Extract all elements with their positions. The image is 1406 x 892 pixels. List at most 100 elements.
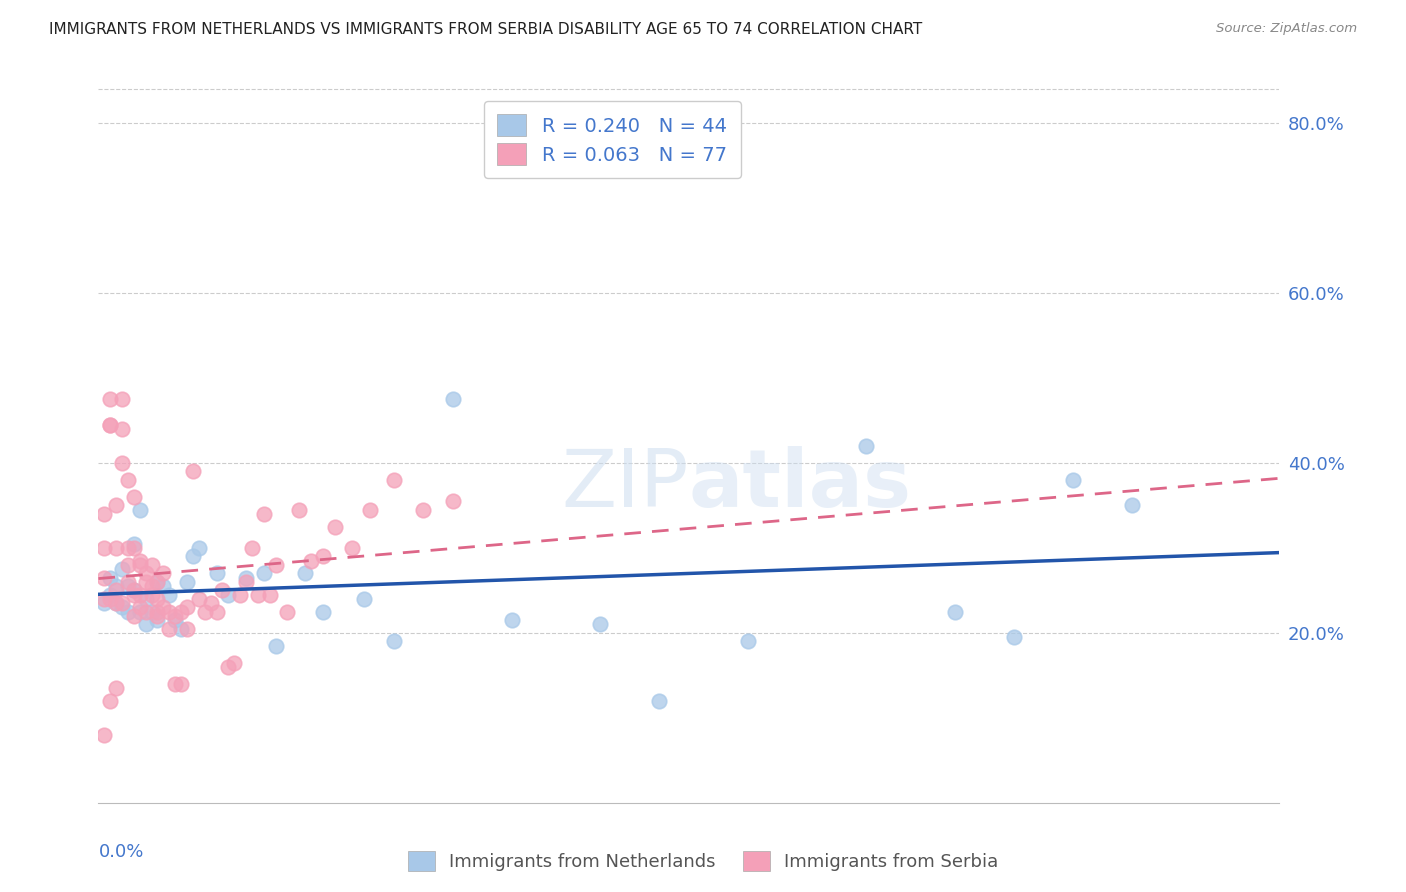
Point (288, 502, 311, 516)
Point (111, 392, 134, 406)
Point (737, 634, 759, 648)
Point (105, 498, 128, 512)
Point (122, 536, 145, 550)
Point (1121, 498, 1143, 512)
Point (382, 634, 405, 648)
Point (98, 591, 121, 606)
Point (128, 558, 150, 572)
Point (235, 570, 257, 584)
Legend: R = 0.240   N = 44, R = 0.063   N = 77: R = 0.240 N = 44, R = 0.063 N = 77 (484, 101, 741, 178)
Point (111, 562, 134, 576)
Point (170, 677, 193, 691)
Point (170, 605, 193, 619)
Point (382, 473, 405, 487)
Point (157, 622, 180, 636)
Point (135, 617, 157, 632)
Point (122, 583, 145, 598)
Point (152, 579, 174, 593)
Point (135, 566, 157, 581)
Point (105, 541, 128, 555)
Point (181, 549, 204, 564)
Point (111, 596, 134, 610)
Point (235, 574, 257, 589)
Point (253, 566, 276, 581)
Point (135, 591, 157, 606)
Point (229, 588, 252, 602)
Point (323, 519, 346, 533)
Point (276, 605, 298, 619)
Point (181, 464, 204, 478)
Point (359, 502, 381, 516)
Point (146, 574, 169, 589)
Point (93, 541, 115, 555)
Text: atlas: atlas (689, 446, 912, 524)
Point (217, 660, 239, 674)
Point (146, 608, 169, 623)
Text: IMMIGRANTS FROM NETHERLANDS VS IMMIGRANTS FROM SERBIA DISABILITY AGE 65 TO 74 CO: IMMIGRANTS FROM NETHERLANDS VS IMMIGRANT… (49, 22, 922, 37)
Point (98, 417, 121, 432)
Point (264, 558, 287, 572)
Point (128, 605, 150, 619)
Point (98, 392, 121, 406)
Point (170, 622, 193, 636)
Point (117, 541, 139, 555)
Point (128, 502, 150, 516)
Point (194, 605, 217, 619)
Point (224, 656, 246, 670)
Point (264, 639, 287, 653)
Point (342, 541, 364, 555)
Point (312, 605, 335, 619)
Point (105, 681, 128, 695)
Point (117, 574, 139, 589)
Point (943, 605, 966, 619)
Point (122, 490, 145, 504)
Point (217, 588, 239, 602)
Text: Source: ZipAtlas.com: Source: ZipAtlas.com (1216, 22, 1357, 36)
Point (312, 549, 335, 564)
Point (117, 473, 139, 487)
Point (141, 605, 163, 619)
Point (589, 617, 612, 632)
Point (98, 694, 121, 708)
Point (146, 605, 169, 619)
Point (105, 579, 128, 593)
Point (176, 574, 198, 589)
Text: 0.0%: 0.0% (98, 843, 143, 861)
Point (141, 579, 163, 593)
Point (122, 583, 145, 598)
Point (111, 422, 134, 436)
Point (117, 558, 139, 572)
Point (135, 574, 157, 589)
Point (117, 579, 139, 593)
Point (128, 588, 150, 602)
Point (111, 600, 134, 615)
Point (111, 456, 134, 470)
Point (176, 600, 198, 615)
Text: ZIP: ZIP (561, 446, 689, 524)
Point (93, 570, 115, 584)
Point (441, 494, 464, 508)
Point (117, 605, 139, 619)
Point (187, 541, 209, 555)
Legend: Immigrants from Netherlands, Immigrants from Serbia: Immigrants from Netherlands, Immigrants … (401, 844, 1005, 879)
Point (253, 507, 276, 521)
Point (240, 541, 263, 555)
Point (93, 507, 115, 521)
Point (93, 728, 115, 742)
Point (146, 574, 169, 589)
Point (105, 583, 128, 598)
Point (157, 605, 180, 619)
Point (122, 608, 145, 623)
Point (165, 613, 187, 627)
Point (152, 600, 174, 615)
Point (135, 605, 157, 619)
Point (205, 605, 228, 619)
Point (187, 591, 209, 606)
Point (501, 613, 523, 627)
Point (855, 439, 877, 453)
Point (259, 588, 281, 602)
Point (211, 583, 233, 598)
Point (105, 596, 128, 610)
Point (105, 596, 128, 610)
Point (98, 570, 121, 584)
